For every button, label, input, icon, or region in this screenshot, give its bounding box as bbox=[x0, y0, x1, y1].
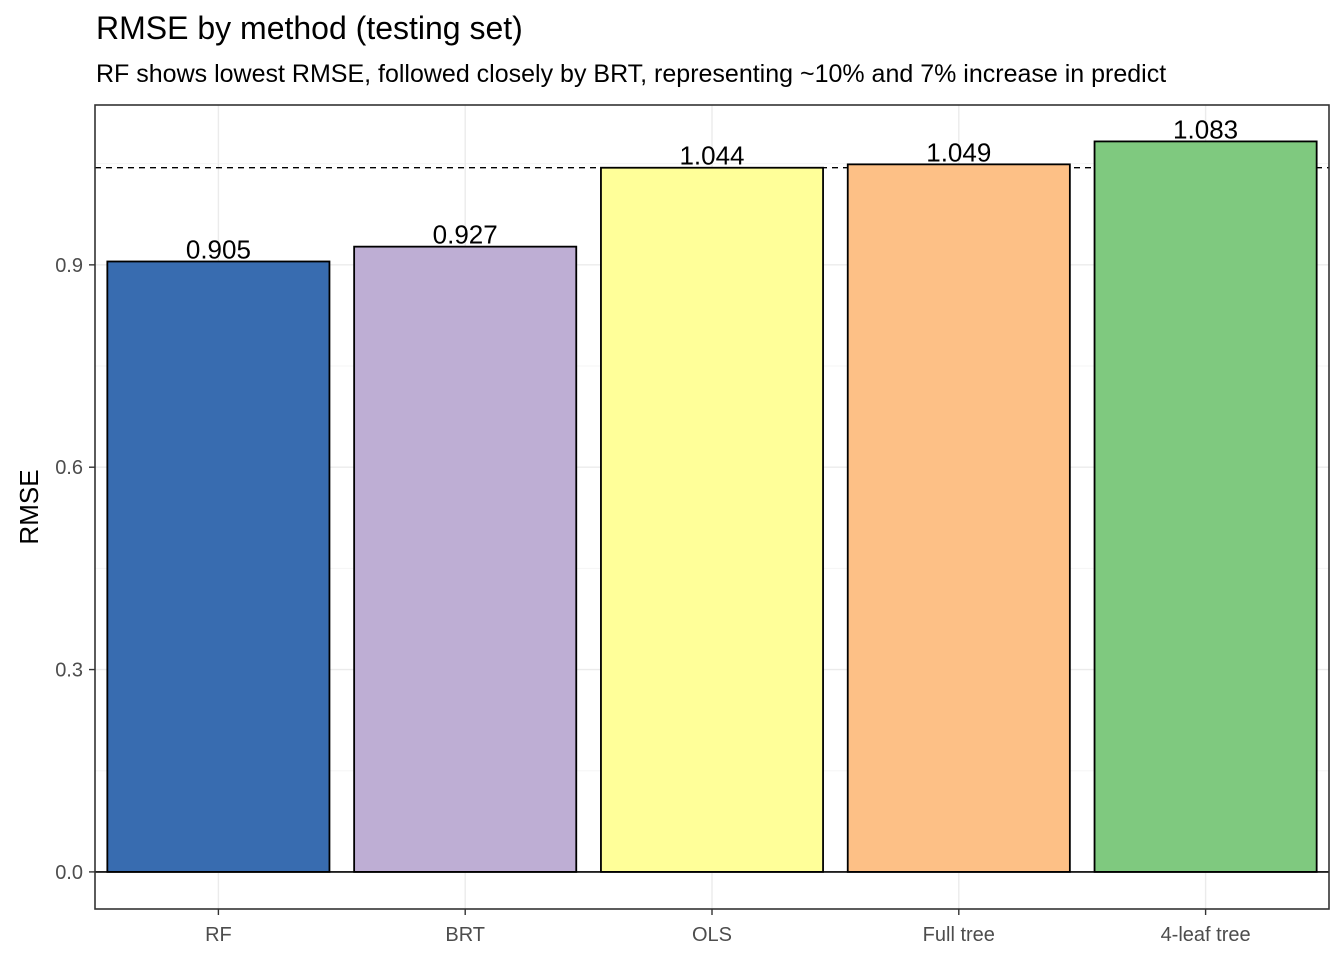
x-tick-label: RF bbox=[205, 924, 232, 946]
x-tick-label: 4-leaf tree bbox=[1161, 924, 1251, 946]
y-tick-label: 0.3 bbox=[55, 660, 83, 682]
x-tick-label: BRT bbox=[445, 924, 485, 946]
bar-rf bbox=[106, 260, 331, 873]
bar-full-tree bbox=[846, 163, 1071, 873]
chart-subtitle: RF shows lowest RMSE, followed closely b… bbox=[96, 60, 1167, 88]
data-label: 1.049 bbox=[926, 137, 991, 167]
x-tick-label: OLS bbox=[692, 924, 732, 946]
y-axis-label: RMSE bbox=[14, 469, 44, 544]
data-label: 1.083 bbox=[1173, 114, 1238, 144]
data-label: 0.905 bbox=[186, 234, 251, 264]
data-labels-group: 0.905 0.927 1.044 1.049 1.083 bbox=[186, 114, 1238, 264]
data-label: 1.044 bbox=[679, 141, 744, 171]
bars-group bbox=[106, 140, 1318, 873]
y-tick-label: 0.0 bbox=[55, 862, 83, 884]
chart-title: RMSE by method (testing set) bbox=[96, 10, 523, 46]
x-axis: RF BRT OLS Full tree 4-leaf tree bbox=[205, 909, 1251, 946]
bar-brt bbox=[353, 245, 578, 873]
y-tick-label: 0.6 bbox=[55, 457, 83, 479]
bar-4-leaf-tree bbox=[1093, 140, 1318, 873]
y-axis: 0.0 0.3 0.6 0.9 bbox=[55, 255, 95, 884]
x-tick-label: Full tree bbox=[923, 924, 995, 946]
data-label: 0.927 bbox=[433, 220, 498, 250]
bar-ols bbox=[600, 166, 824, 873]
y-tick-label: 0.9 bbox=[55, 255, 83, 277]
